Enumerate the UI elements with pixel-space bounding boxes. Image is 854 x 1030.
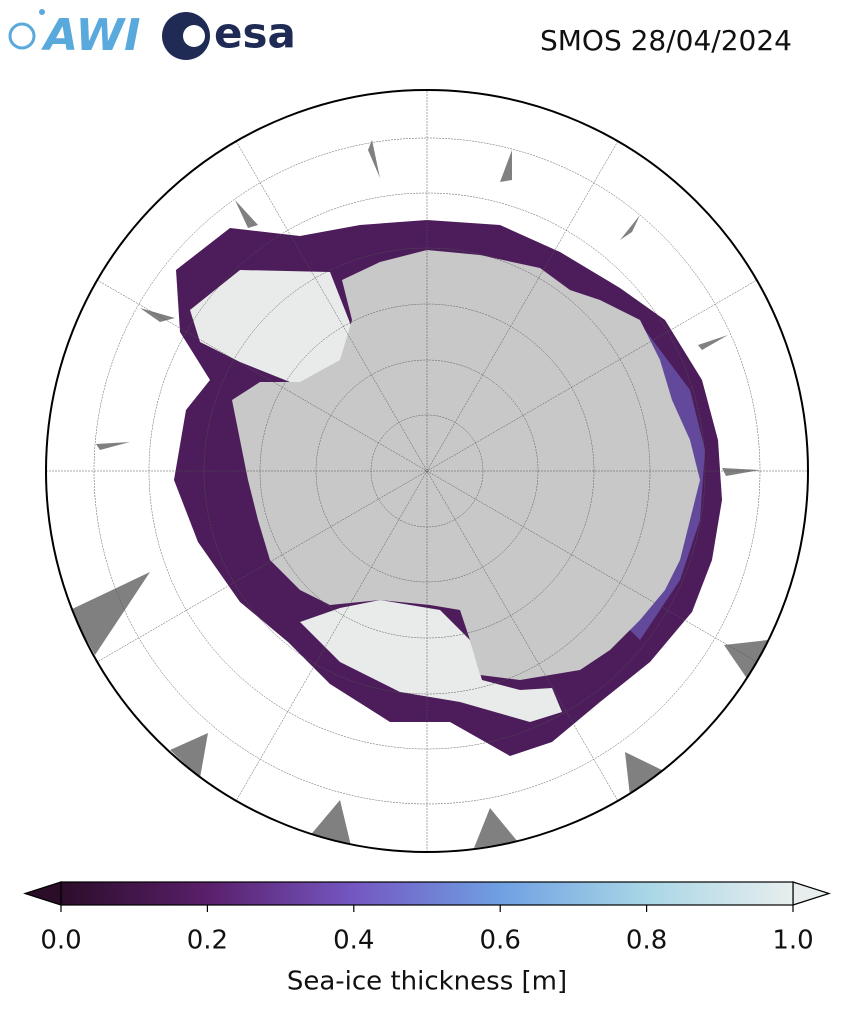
map-title: SMOS 28/04/2024 — [540, 24, 792, 57]
colorbar-gradient — [60, 881, 794, 906]
no-data-sectors — [70, 140, 768, 850]
awi-logo: AWI — [8, 9, 141, 61]
colorbar-tick-label: 0.8 — [626, 926, 667, 956]
colorbar-tick-label: 1.0 — [772, 926, 813, 956]
esa-text: esa — [214, 9, 296, 58]
antarctica — [232, 250, 700, 680]
logo-star — [39, 9, 45, 15]
esa-emblem-inner — [183, 25, 205, 47]
ross-thick-ice — [300, 600, 562, 722]
awi-text: AWI — [41, 10, 141, 61]
esa-logo: esa — [162, 9, 296, 60]
colorbar-tick-label: 0.4 — [333, 926, 374, 956]
colorbar-tick-label: 0.2 — [187, 926, 228, 956]
map-boundary — [45, 89, 809, 853]
colorbar-tick-label: 0.6 — [480, 926, 521, 956]
logo-ring — [8, 22, 36, 50]
extend-min — [23, 881, 62, 906]
colorbar: 0.0 0.2 0.4 0.6 0.8 1.0 — [23, 881, 831, 956]
map — [46, 90, 808, 852]
colorbar-label: Sea-ice thickness [m] — [287, 967, 567, 997]
thin-ice — [620, 330, 705, 640]
colorbar-tick-label: 0.0 — [40, 926, 81, 956]
graticule — [46, 90, 808, 852]
extend-max — [792, 881, 831, 906]
